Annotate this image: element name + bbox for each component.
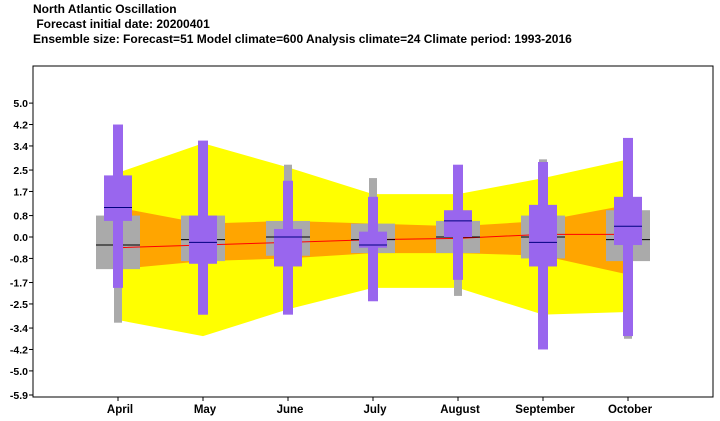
ensemble-info: Ensemble size: Forecast=51 Model climate… [33, 32, 572, 46]
y-tick-label: 1.7 [13, 186, 28, 198]
forecast-box-october [614, 137, 642, 337]
forecast-iqr-box [444, 210, 472, 237]
forecast-iqr-box [104, 175, 132, 221]
forecast-box-june [274, 180, 302, 315]
forecast-iqr-box [614, 196, 642, 246]
x-category-label: October [608, 404, 653, 416]
y-tick-label: -5.0 [10, 366, 28, 378]
forecast-box-august [444, 164, 472, 280]
x-category-label: September [515, 404, 575, 416]
y-tick-label: 0.8 [13, 211, 28, 223]
forecast-iqr-box [189, 215, 217, 264]
y-tick-label: -2.5 [10, 299, 28, 311]
forecast-iqr-box [359, 231, 387, 248]
forecast-iqr-box [529, 204, 557, 267]
forecast-box-may [189, 140, 217, 315]
y-tick-label: -0.8 [10, 253, 28, 265]
forecast-box-april [104, 124, 132, 288]
x-category-label: April [107, 404, 133, 416]
x-category-label: May [194, 404, 217, 416]
forecast-date: Forecast initial date: 20200401 [33, 17, 210, 31]
x-category-label: July [363, 404, 387, 416]
chart-header: North Atlantic Oscillation Forecast init… [33, 2, 572, 47]
axes: 5.0 4.2 3.4 2.5 1.7 0.8 0.0 -0.8 -1.7 -2.5 -3.4 -4.… [10, 65, 714, 416]
forecast-box-july [359, 196, 387, 302]
y-tick-label: -3.4 [10, 323, 28, 335]
y-tick-label: -4.2 [10, 344, 28, 356]
chart-title: North Atlantic Oscillation [33, 2, 177, 16]
y-tick-label: 0.0 [13, 232, 28, 244]
y-tick-label: 5.0 [13, 98, 28, 110]
y-tick-label: -5.9 [10, 390, 28, 402]
forecast-whisker [368, 196, 378, 302]
y-tick-label: 4.2 [13, 120, 28, 132]
forecast-iqr-box [274, 228, 302, 267]
y-tick-label: 2.5 [13, 165, 28, 177]
forecast-box-september [529, 162, 557, 350]
x-category-label: June [277, 404, 304, 416]
y-tick-label: -1.7 [10, 278, 28, 290]
x-category-label: August [440, 404, 480, 416]
box-plots [96, 124, 650, 350]
y-tick-label: 3.4 [13, 141, 28, 153]
